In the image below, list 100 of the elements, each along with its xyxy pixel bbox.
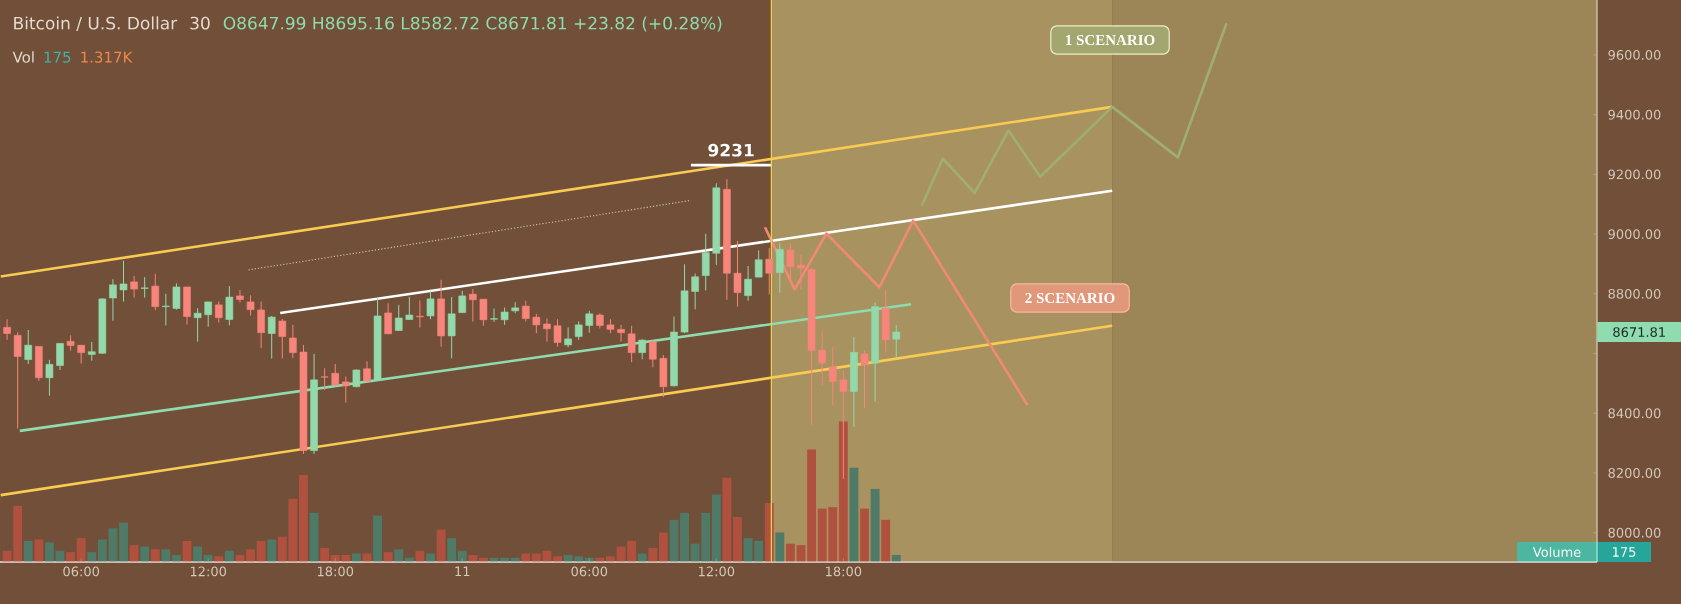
candlestick [447, 296, 456, 359]
bar [299, 474, 308, 562]
x-tick-label: 06:00 [63, 566, 100, 577]
candlestick [331, 363, 340, 388]
candlestick [278, 318, 287, 359]
bar [76, 538, 86, 562]
bar [373, 515, 383, 562]
bar [415, 550, 425, 562]
bar [849, 467, 859, 562]
bar [140, 546, 150, 562]
candlestick [405, 296, 414, 321]
bar [722, 477, 732, 562]
bar [775, 532, 785, 562]
y-tick-label: 9200.00 [1608, 169, 1661, 180]
bar [246, 549, 255, 562]
candlestick [225, 285, 234, 326]
bar [23, 540, 33, 562]
candlestick [585, 310, 594, 334]
candlestick [627, 325, 636, 363]
annotation: 175 [44, 51, 71, 63]
bar [150, 549, 160, 562]
bar [34, 539, 44, 562]
candlestick [691, 273, 699, 310]
candlestick [828, 346, 837, 406]
candlestick [765, 247, 774, 295]
candlestick [130, 275, 138, 299]
bar [658, 532, 668, 562]
bar [214, 556, 224, 562]
bar [193, 546, 203, 562]
bar [733, 517, 742, 562]
bar [161, 549, 171, 562]
candlestick [320, 367, 329, 391]
annotation: 2 SCENARIO [1025, 292, 1115, 304]
candlestick [744, 265, 752, 302]
candlestick [151, 273, 160, 311]
bar [267, 539, 277, 562]
candlestick [786, 242, 795, 281]
candlestick [204, 301, 212, 328]
candlestick [236, 289, 244, 303]
bar [447, 538, 457, 562]
candlestick [3, 318, 11, 341]
bar [606, 556, 615, 562]
candlestick [733, 240, 742, 308]
candlestick [543, 317, 551, 343]
bar [627, 540, 637, 562]
candlestick [776, 242, 784, 294]
candlestick [267, 315, 276, 360]
candlestick [162, 293, 170, 326]
candlestick [638, 338, 647, 360]
bar [680, 512, 689, 562]
candlestick [172, 282, 181, 311]
candlestick [426, 290, 435, 320]
candlestick [342, 376, 350, 404]
bar [807, 449, 817, 562]
y-tick-label: 9600.00 [1608, 50, 1661, 60]
candlestick [469, 288, 477, 323]
candlestick [521, 300, 530, 323]
candlestick [797, 253, 805, 291]
bar [66, 552, 76, 562]
bar [129, 545, 139, 562]
candlestick [564, 326, 572, 348]
text: Bitcoin / U.S. Dollar [14, 16, 178, 31]
candlestick [818, 330, 826, 386]
text: 175 [1613, 547, 1636, 557]
candlestick [363, 360, 371, 383]
candlestick [119, 260, 128, 303]
bar [44, 542, 54, 562]
candlestick [109, 278, 117, 322]
candlestick [479, 298, 488, 327]
x-tick-label: 18:00 [826, 566, 862, 577]
candlestick [257, 301, 265, 349]
candlestick [892, 324, 901, 360]
annotation: 1.317K [81, 51, 133, 63]
bar [394, 549, 404, 562]
bar [553, 556, 562, 562]
annotation: Vol [12, 51, 34, 63]
bar [785, 543, 795, 562]
y-tick-label: 8400.00 [1608, 408, 1661, 419]
candlestick [56, 342, 64, 371]
y-tick-label: 8800.00 [1608, 288, 1661, 299]
bar [860, 508, 869, 562]
annotation: 1 SCENARIO [1066, 34, 1155, 46]
candlestick [214, 301, 223, 323]
candlestick [77, 344, 85, 365]
candlestick [246, 294, 255, 317]
candlestick [553, 318, 562, 348]
candlestick [45, 359, 54, 397]
x-tick-label: 12:00 [190, 566, 227, 577]
annotation: Volume [1532, 546, 1581, 558]
candlestick [394, 304, 403, 332]
candlestick [617, 324, 625, 343]
candlestick [701, 233, 710, 292]
bar [87, 552, 97, 562]
bar [224, 550, 234, 562]
candlestick [289, 324, 297, 359]
bar [648, 547, 658, 562]
bar [881, 519, 891, 562]
x-tick-label: 12:00 [699, 566, 735, 577]
candlestick [860, 350, 869, 409]
x-tick-label: 11 [455, 566, 470, 576]
